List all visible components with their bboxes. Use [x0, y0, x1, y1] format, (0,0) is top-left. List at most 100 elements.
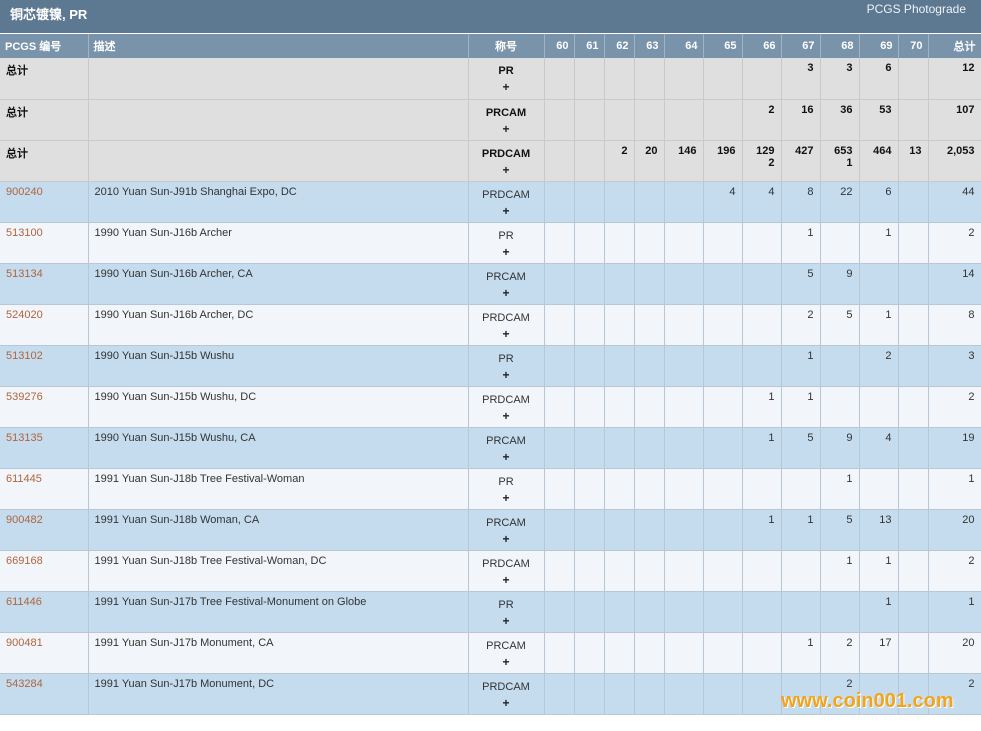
grade-count-cell[interactable]: 2 — [781, 304, 821, 346]
grade-count-cell[interactable]: 1 — [859, 591, 899, 633]
table-header-row: PCGS 编号 描述 称号 60 61 62 63 64 65 66 67 68… — [0, 34, 981, 58]
table-row[interactable]: 611445 1991 Yuan Sun-J18b Tree Festival-W… — [0, 468, 981, 510]
grade-count-cell — [703, 673, 743, 715]
pcgs-number-link[interactable]: 539276 — [0, 386, 89, 428]
table-row[interactable]: 669168 1991 Yuan Sun-J18b Tree Festival-W… — [0, 550, 981, 592]
column-header-pcgs-number: PCGS 编号 — [0, 34, 89, 58]
grade-count-cell[interactable]: 8 — [781, 181, 821, 223]
grade-count-cell[interactable]: 1 — [859, 550, 899, 592]
expand-plus-icon[interactable]: + — [502, 244, 510, 259]
grade-count-cell[interactable]: 1 — [742, 427, 782, 469]
expand-plus-icon[interactable]: + — [502, 449, 510, 464]
grade-count-cell — [604, 468, 635, 510]
grade-count-cell — [544, 591, 575, 633]
pcgs-number-link[interactable]: 900482 — [0, 509, 89, 551]
grade-count-cell[interactable]: 13 — [859, 509, 899, 551]
expand-plus-icon[interactable]: + — [502, 613, 510, 628]
expand-plus-icon[interactable]: + — [502, 326, 510, 341]
pcgs-number-link[interactable]: 669168 — [0, 550, 89, 592]
designation-cell: PR + — [468, 58, 545, 100]
grade-count-cell[interactable]: 1 — [859, 222, 899, 264]
table-row[interactable]: 513102 1990 Yuan Sun-J15b Wushu PR +1 2 3 — [0, 345, 981, 387]
grade-count-cell — [898, 222, 929, 264]
grade-count-cell[interactable]: 4 — [742, 181, 782, 223]
expand-plus-icon[interactable]: + — [502, 80, 510, 94]
table-row[interactable]: 513135 1990 Yuan Sun-J15b Wushu, CA PRCAM +… — [0, 427, 981, 469]
expand-plus-icon[interactable]: + — [502, 531, 510, 546]
grade-count-cell[interactable]: 1 — [859, 304, 899, 346]
designation-label: PRDCAM — [482, 393, 530, 406]
table-row[interactable]: 539276 1990 Yuan Sun-J15b Wushu, DC PRDCAM… — [0, 386, 981, 428]
pcgs-number-link[interactable]: 900481 — [0, 632, 89, 674]
column-header-grade: 69 — [859, 34, 899, 58]
grade-count-cell[interactable]: 2 — [859, 345, 899, 387]
table-row[interactable]: 513100 1990 Yuan Sun-J16b Archer PR +1 1 2 — [0, 222, 981, 264]
grade-count-cell — [574, 591, 605, 633]
grade-count-cell[interactable]: 1 — [781, 386, 821, 428]
grade-count-cell[interactable]: 17 — [859, 632, 899, 674]
pcgs-number-link[interactable]: 513102 — [0, 345, 89, 387]
grade-count-cell — [742, 468, 782, 510]
grade-count-cell[interactable]: 9 — [820, 427, 860, 469]
grade-count-cell[interactable]: 1 — [781, 632, 821, 674]
grade-count-cell[interactable]: 5 — [781, 427, 821, 469]
grade-count-cell[interactable]: 9 — [820, 263, 860, 305]
grade-count-cell[interactable]: 1 — [781, 509, 821, 551]
grade-count-cell[interactable]: 5 — [820, 304, 860, 346]
grade-count-cell[interactable]: 1 — [742, 509, 782, 551]
table-row[interactable]: 900240 2010 Yuan Sun-J91b Shanghai Expo, … — [0, 181, 981, 223]
table-row[interactable]: 611446 1991 Yuan Sun-J17b Tree Festival-M… — [0, 591, 981, 633]
expand-plus-icon[interactable]: + — [502, 203, 510, 218]
grade-count-cell[interactable]: 2 — [820, 673, 860, 715]
grade-count-cell[interactable]: 2 — [820, 632, 860, 674]
pcgs-number-link[interactable]: 543284 — [0, 673, 89, 715]
pcgs-number-link[interactable]: 611445 — [0, 468, 89, 510]
grade-count-cell[interactable]: 4 — [703, 181, 743, 223]
pcgs-number-link[interactable]: 513134 — [0, 263, 89, 305]
grade-count-cell[interactable]: 1 — [820, 468, 860, 510]
grade-count-cell[interactable]: 1 — [781, 345, 821, 387]
grade-count-cell[interactable]: 4 — [859, 427, 899, 469]
table-row[interactable]: 513134 1990 Yuan Sun-J16b Archer, CA PRCAM… — [0, 263, 981, 305]
expand-plus-icon[interactable]: + — [502, 162, 510, 177]
designation-cell: PRCAM + — [468, 632, 545, 674]
expand-plus-icon[interactable]: + — [502, 490, 510, 505]
pcgs-number-link[interactable]: 611446 — [0, 591, 89, 633]
pcgs-number-link[interactable]: 513100 — [0, 222, 89, 264]
expand-plus-icon[interactable]: + — [502, 408, 510, 423]
grade-count-cell — [544, 468, 575, 510]
expand-plus-icon[interactable]: + — [502, 695, 510, 710]
expand-plus-icon[interactable]: + — [502, 285, 510, 300]
grade-count-cell — [604, 550, 635, 592]
table-row[interactable]: 900482 1991 Yuan Sun-J18b Woman, CA PRCAM +… — [0, 509, 981, 551]
grade-count-cell — [574, 140, 605, 182]
grade-count-cell — [574, 181, 605, 223]
grade-count-cell — [574, 386, 605, 428]
table-row[interactable]: 900481 1991 Yuan Sun-J17b Monument, CA PRC… — [0, 632, 981, 674]
designation-cell: PRDCAM + — [468, 673, 545, 715]
row-total-cell: 1 — [928, 468, 981, 510]
column-header-total: 总计 — [928, 34, 981, 58]
pcgs-number-link[interactable]: 513135 — [0, 427, 89, 469]
grade-count-cell[interactable]: 1 — [781, 222, 821, 264]
pcgs-number-link[interactable]: 524020 — [0, 304, 89, 346]
watermark: www.coin001.com — [781, 690, 954, 712]
pcgs-number-link[interactable]: 900240 — [0, 181, 89, 223]
description-cell: 1991 Yuan Sun-J18b Woman, CA — [88, 509, 469, 551]
photograde-link[interactable]: PCGS Photograde — [866, 2, 966, 16]
expand-plus-icon[interactable]: + — [502, 367, 510, 382]
table-row[interactable]: 543284 1991 Yuan Sun-J17b Monument, DC PRD… — [0, 673, 981, 715]
grade-count-cell[interactable]: 22 — [820, 181, 860, 223]
expand-plus-icon[interactable]: + — [502, 654, 510, 669]
grade-count-cell[interactable]: 5 — [781, 263, 821, 305]
grade-count-cell[interactable]: 5 — [820, 509, 860, 551]
grade-count-cell[interactable]: 6 — [859, 181, 899, 223]
table-row[interactable]: 524020 1990 Yuan Sun-J16b Archer, DC PRDCA… — [0, 304, 981, 346]
grade-count-cell — [544, 427, 575, 469]
description-cell — [88, 58, 469, 100]
grade-count-cell[interactable]: 1 — [742, 386, 782, 428]
grade-count-cell[interactable]: 1 — [820, 550, 860, 592]
expand-plus-icon[interactable]: + — [502, 572, 510, 587]
designation-label: PRDCAM — [482, 188, 530, 201]
expand-plus-icon[interactable]: + — [502, 121, 510, 136]
